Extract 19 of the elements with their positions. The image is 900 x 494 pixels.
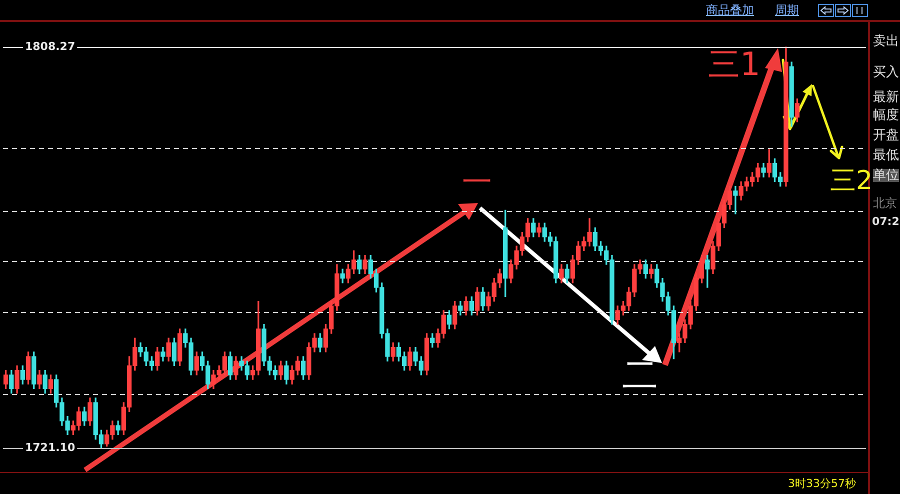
text: 买入 bbox=[873, 65, 899, 80]
text: 单位 bbox=[873, 168, 899, 183]
text: 北京 bbox=[873, 196, 897, 210]
text: 卖出 bbox=[873, 34, 899, 49]
text: 周期 bbox=[775, 3, 799, 17]
text: 开盘 bbox=[873, 128, 899, 143]
annotation: 二 bbox=[622, 355, 658, 396]
text: 3时33分57秒 bbox=[788, 477, 856, 490]
text: 07:2 bbox=[872, 215, 900, 228]
text: 最低 bbox=[873, 148, 899, 163]
y-tick-label: 1808.27 bbox=[25, 40, 76, 53]
text: 三2 bbox=[830, 166, 873, 196]
text: 最新 bbox=[873, 90, 899, 105]
text: 幅度 bbox=[873, 108, 899, 123]
annotation: 一 bbox=[462, 165, 492, 200]
y-tick-label: 1721.10 bbox=[25, 440, 76, 454]
annotation: 三1 bbox=[708, 45, 760, 83]
candlestick bbox=[733, 186, 738, 214]
text: 商品叠加 bbox=[706, 3, 754, 17]
